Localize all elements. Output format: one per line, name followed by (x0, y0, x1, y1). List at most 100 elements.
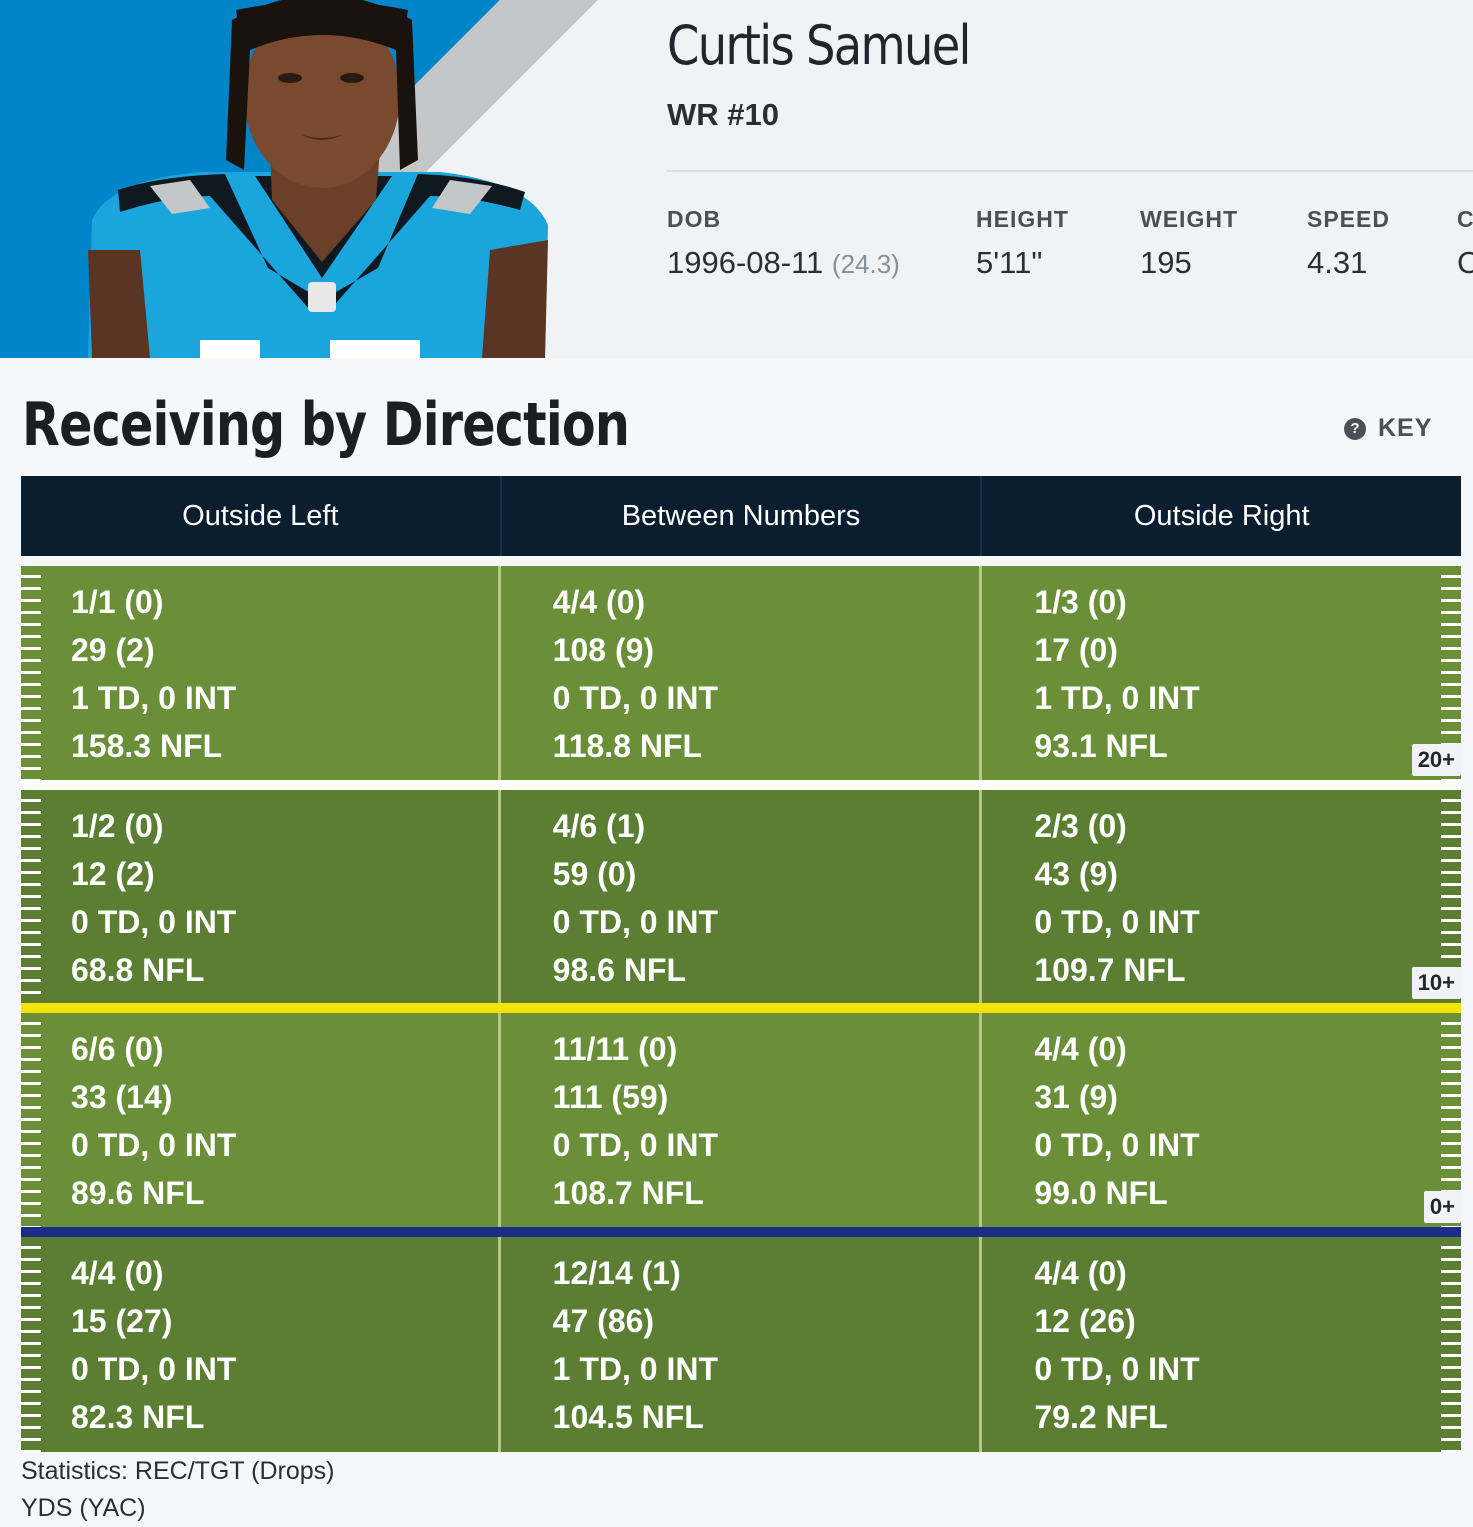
yds-yac: 59 (0) (552, 856, 637, 892)
td-int: 0 TD, 0 INT (1034, 1127, 1200, 1163)
zone-cell-between-numbers: 11/11 (0) 111 (59) 0 TD, 0 INT 108.7 NFL (501, 1013, 983, 1227)
stats-legend-line-1: Statistics: REC/TGT (Drops) (21, 1457, 335, 1485)
yds-yac: 31 (9) (1034, 1079, 1118, 1115)
rec-tgt: 1/3 (0) (1034, 584, 1127, 620)
zone-cell-outside-right: 4/4 (0) 31 (9) 0 TD, 0 INT 99.0 NFL 0+ (982, 1013, 1462, 1227)
player-photo (0, 0, 600, 358)
hash-marks-right (1441, 1013, 1462, 1227)
td-int: 1 TD, 0 INT (1034, 680, 1200, 716)
nfl-rating: 79.2 NFL (1034, 1399, 1168, 1435)
attribute-label: WEIGHT (1140, 206, 1238, 232)
td-int: 1 TD, 0 INT (71, 680, 237, 716)
hash-marks-left (21, 1237, 41, 1452)
key-button[interactable]: ? KEY (1344, 414, 1432, 443)
zone-cell-between-numbers: 4/6 (1) 59 (0) 0 TD, 0 INT 98.6 NFL (501, 790, 983, 1003)
attribute-value: C (1457, 245, 1473, 280)
td-int: 0 TD, 0 INT (552, 680, 719, 716)
attribute-value: 1996-08-11 (24.3) (667, 245, 900, 281)
section-title: Receiving by Direction (22, 390, 630, 460)
zone-cell-outside-right: 4/4 (0) 12 (26) 0 TD, 0 INT 79.2 NFL (982, 1237, 1462, 1452)
nfl-rating: 82.3 NFL (71, 1399, 205, 1435)
yds-yac: 12 (26) (1034, 1303, 1136, 1339)
td-int: 0 TD, 0 INT (71, 904, 237, 940)
column-header-between-numbers: Between Numbers (502, 476, 983, 556)
yds-yac: 12 (2) (71, 856, 155, 892)
player-header: Curtis Samuel WR #10 DOB 1996-08-11 (24.… (0, 0, 1473, 358)
zone-cell-between-numbers: 4/4 (0) 108 (9) 0 TD, 0 INT 118.8 NFL (501, 566, 983, 780)
rec-tgt: 4/4 (0) (71, 1255, 164, 1291)
attribute-weight: WEIGHT 195 (1140, 206, 1238, 281)
rec-tgt: 4/4 (0) (552, 584, 646, 620)
hash-marks-right (1441, 566, 1462, 780)
yds-yac: 47 (86) (552, 1303, 655, 1339)
zone-cell-outside-left: 1/1 (0) 29 (2) 1 TD, 0 INT 158.3 NFL (21, 566, 501, 780)
rec-tgt: 1/1 (0) (71, 584, 164, 620)
attribute-value: 5'11" (976, 245, 1043, 280)
td-int: 0 TD, 0 INT (1034, 904, 1200, 940)
rec-tgt: 4/6 (1) (552, 808, 646, 844)
dob-value: 1996-08-11 (667, 245, 824, 280)
zone-cell-outside-left: 4/4 (0) 15 (27) 0 TD, 0 INT 82.3 NFL (21, 1237, 501, 1452)
rec-tgt: 12/14 (1) (552, 1255, 681, 1291)
question-circle-icon: ? (1344, 417, 1366, 440)
td-int: 0 TD, 0 INT (552, 1127, 719, 1163)
nfl-rating: 158.3 NFL (71, 728, 223, 764)
rec-tgt: 2/3 (0) (1034, 808, 1127, 844)
age-value: (24.3) (831, 249, 900, 279)
key-label: KEY (1378, 414, 1433, 442)
nfl-rating: 109.7 NFL (1034, 952, 1186, 988)
zone-0-plus: 6/6 (0) 33 (14) 0 TD, 0 INT 89.6 NFL 11/… (21, 1013, 1462, 1227)
hash-marks-left (21, 566, 41, 780)
attribute-value: 4.31 (1307, 245, 1368, 280)
hash-marks-right (1441, 1237, 1462, 1452)
zone-cell-outside-right: 2/3 (0) 43 (9) 0 TD, 0 INT 109.7 NFL 10+ (982, 790, 1462, 1003)
zone-cell-outside-right: 1/3 (0) 17 (0) 1 TD, 0 INT 93.1 NFL 20+ (982, 566, 1462, 780)
header-divider (667, 170, 1473, 172)
nfl-rating: 68.8 NFL (71, 952, 205, 988)
td-int: 0 TD, 0 INT (1034, 1351, 1200, 1387)
player-name: Curtis Samuel (667, 14, 971, 77)
yds-yac: 33 (14) (71, 1079, 173, 1115)
yds-yac: 111 (59) (552, 1079, 669, 1115)
direction-header-row: Outside Left Between Numbers Outside Rig… (21, 476, 1461, 556)
yds-yac: 43 (9) (1034, 856, 1118, 892)
column-header-outside-right: Outside Right (1133, 499, 1310, 532)
zone-10-plus: 1/2 (0) 12 (2) 0 TD, 0 INT 68.8 NFL 4/6 … (21, 790, 1462, 1003)
yds-yac: 108 (9) (552, 632, 655, 668)
attribute-value: 195 (1140, 245, 1192, 280)
hash-marks-left (21, 1013, 41, 1227)
zone-cell-between-numbers: 12/14 (1) 47 (86) 1 TD, 0 INT 104.5 NFL (501, 1237, 983, 1452)
attribute-label: C (1457, 206, 1473, 232)
depth-marker: 10+ (1411, 967, 1462, 999)
depth-marker: 20+ (1411, 744, 1462, 776)
zone-20-plus: 1/1 (0) 29 (2) 1 TD, 0 INT 158.3 NFL 4/4… (21, 566, 1462, 780)
nfl-rating: 89.6 NFL (71, 1175, 205, 1211)
column-header-outside-left: Outside Left (21, 476, 502, 556)
rec-tgt: 4/4 (0) (1034, 1031, 1127, 1067)
attribute-dob: DOB 1996-08-11 (24.3) (667, 206, 900, 281)
rec-tgt: 11/11 (0) (552, 1031, 678, 1067)
hash-marks-left (21, 790, 41, 1003)
line-of-scrimmage (21, 1227, 1461, 1237)
player-position: WR #10 (667, 97, 779, 132)
hash-marks-right (1441, 790, 1462, 1003)
nfl-rating: 108.7 NFL (552, 1175, 704, 1211)
nfl-rating: 104.5 NFL (552, 1399, 704, 1435)
player-headshot-image (0, 0, 598, 358)
attribute-label: SPEED (1307, 206, 1390, 232)
nfl-rating: 98.6 NFL (552, 952, 687, 988)
rec-tgt: 1/2 (0) (71, 808, 164, 844)
receiving-field: 1/1 (0) 29 (2) 1 TD, 0 INT 158.3 NFL 4/4… (21, 566, 1462, 1452)
stats-legend-line-2: YDS (YAC) (21, 1494, 146, 1522)
td-int: 1 TD, 0 INT (552, 1351, 719, 1387)
attribute-speed: SPEED 4.31 (1307, 206, 1390, 281)
yds-yac: 15 (27) (71, 1303, 173, 1339)
td-int: 0 TD, 0 INT (71, 1127, 237, 1163)
rec-tgt: 6/6 (0) (71, 1031, 164, 1067)
attribute-label: DOB (667, 206, 722, 232)
attribute-truncated: C C (1457, 206, 1473, 281)
attribute-label: HEIGHT (976, 206, 1069, 232)
td-int: 0 TD, 0 INT (552, 904, 719, 940)
yds-yac: 29 (2) (71, 632, 155, 668)
first-down-line (21, 1003, 1461, 1013)
